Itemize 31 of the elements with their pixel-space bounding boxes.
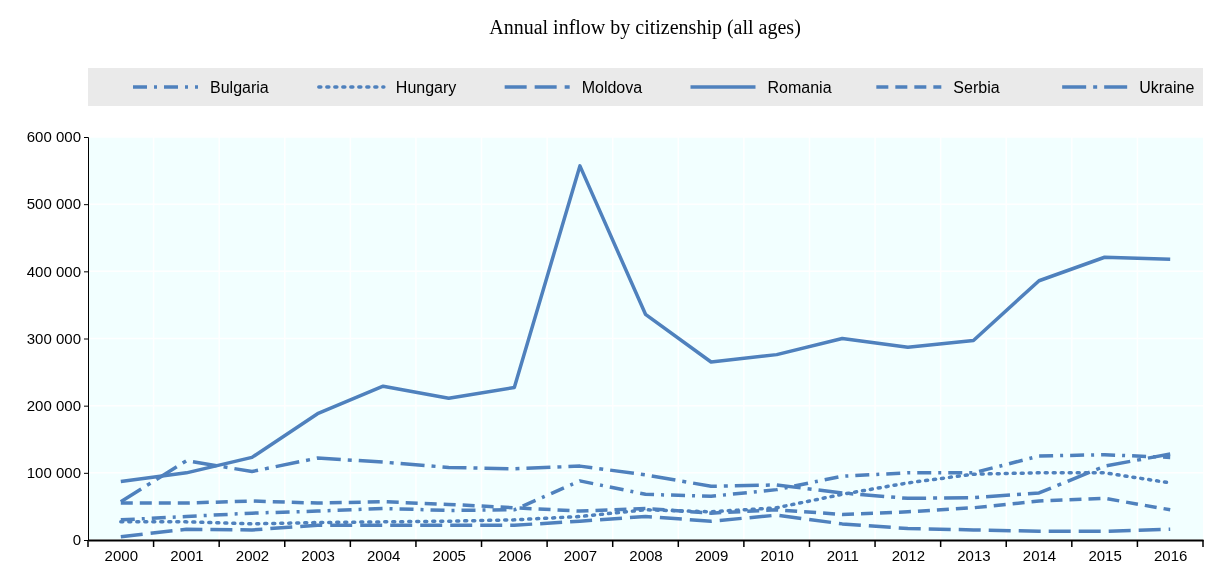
- legend-label: Moldova: [581, 79, 643, 96]
- legend-label: Bulgaria: [210, 79, 269, 96]
- x-tick-label: 2003: [301, 546, 335, 564]
- x-tick-label: 2005: [432, 546, 466, 564]
- legend-label: Serbia: [953, 79, 1000, 96]
- y-tick-label: 0: [72, 531, 81, 549]
- x-tick-label: 2009: [694, 546, 729, 564]
- x-tick-label: 2006: [498, 546, 532, 564]
- x-tick-label: 2008: [629, 546, 663, 564]
- x-tick-label: 2015: [1088, 546, 1122, 564]
- chart-title: Annual inflow by citizenship (all ages): [489, 16, 801, 39]
- x-tick-label: 2007: [563, 546, 598, 564]
- legend-label: Ukraine: [1139, 79, 1195, 96]
- legend-label: Romania: [767, 79, 832, 96]
- x-tick-label: 2004: [366, 546, 401, 564]
- y-tick-label: 600 000: [26, 128, 81, 146]
- y-tick-label: 400 000: [26, 262, 81, 280]
- x-tick-label: 2011: [826, 546, 859, 564]
- y-tick-label: 200 000: [26, 396, 81, 414]
- x-tick-label: 2010: [760, 546, 794, 564]
- legend-label: Hungary: [395, 79, 457, 96]
- y-tick-label: 100 000: [26, 464, 81, 482]
- y-tick-label: 500 000: [26, 195, 81, 213]
- x-tick-label: 2014: [1022, 546, 1057, 564]
- y-tick-label: 300 000: [26, 329, 81, 347]
- x-tick-label: 2016: [1154, 546, 1188, 564]
- x-tick-label: 2012: [891, 546, 926, 564]
- x-tick-label: 2000: [104, 546, 138, 564]
- x-tick-label: 2013: [957, 546, 991, 564]
- x-tick-label: 2001: [170, 546, 204, 564]
- x-tick-label: 2002: [235, 546, 270, 564]
